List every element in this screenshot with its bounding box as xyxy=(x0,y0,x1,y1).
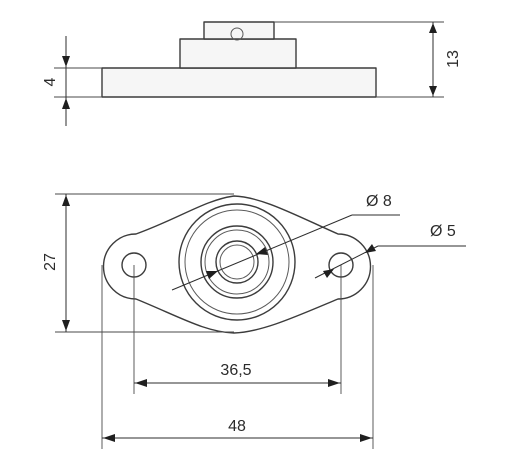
top-view xyxy=(102,195,372,334)
top-view-collar-step xyxy=(184,209,290,315)
hole-diameter-label: Ø 5 xyxy=(430,223,456,240)
top-view-flange-outline xyxy=(102,195,372,334)
dimension-flange-width: 27 xyxy=(42,194,70,332)
hole-spacing-label: 36,5 xyxy=(220,362,251,379)
overall-length-label: 48 xyxy=(228,418,246,435)
dimension-overall-height: 13 xyxy=(429,22,462,97)
side-view-flange xyxy=(101,67,377,98)
side-view xyxy=(101,21,377,98)
side-view-boss xyxy=(203,21,275,40)
dimension-overall-length: 48 xyxy=(102,418,373,442)
top-view-boss-outer xyxy=(200,225,274,299)
overall-height-label: 13 xyxy=(445,50,462,68)
top-view-extension-lines xyxy=(55,193,374,449)
side-view-collar xyxy=(179,38,297,69)
dimension-flange-thickness: 4 xyxy=(42,36,70,126)
top-view-bore-inner xyxy=(219,244,255,280)
flange-thickness-label: 4 xyxy=(42,77,59,86)
bore-diameter-label: Ø 8 xyxy=(366,193,392,210)
dimension-hole-spacing: 36,5 xyxy=(134,362,341,387)
flange-width-label: 27 xyxy=(42,253,59,271)
top-view-bore xyxy=(215,240,259,284)
dimension-bore-diameter: Ø 8 xyxy=(171,193,400,291)
side-view-cross-hole xyxy=(230,27,244,41)
dimension-hole-diameter: Ø 5 xyxy=(314,223,466,279)
top-view-boss-inner xyxy=(204,229,270,295)
top-view-collar-outer xyxy=(178,203,296,321)
